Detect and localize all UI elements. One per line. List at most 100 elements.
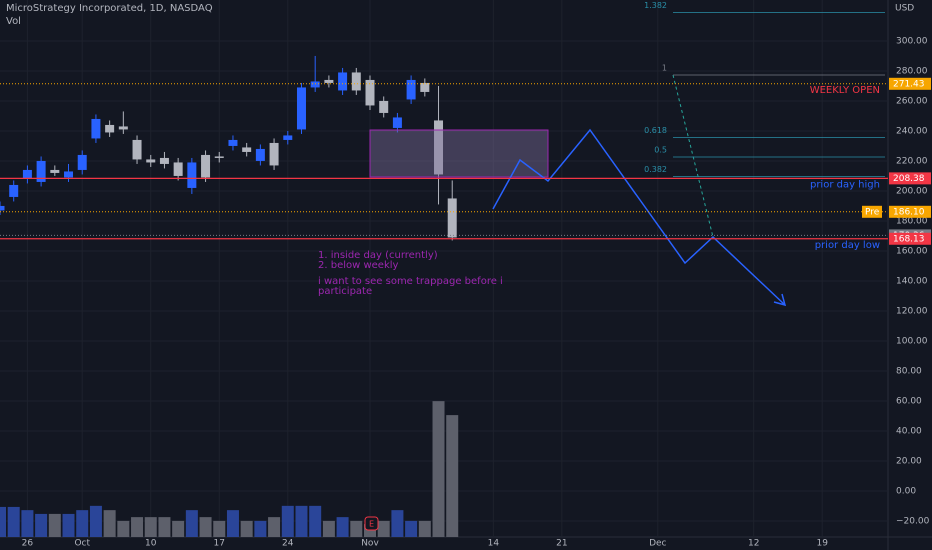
candle-body [0, 205, 5, 211]
candle-body [310, 81, 320, 88]
price-tag [889, 232, 931, 245]
candle-body [269, 142, 279, 166]
volume-bar [322, 520, 335, 537]
candle-body [201, 154, 211, 178]
volume-bar [35, 513, 48, 537]
candle-body [36, 160, 46, 182]
candle-body [77, 154, 87, 170]
y-tick-label: 60.00 [896, 396, 922, 406]
volume-bar [144, 517, 157, 537]
volume-bar [62, 513, 75, 537]
x-tick-label: 12 [748, 539, 759, 549]
volume-bar [281, 505, 294, 537]
y-tick-label: 140.00 [896, 276, 928, 286]
volume-bar [446, 415, 459, 537]
fib-label: 0.618 [644, 126, 667, 135]
volume-bar [103, 510, 116, 537]
fib-trend [672, 74, 714, 238]
y-tick-label: 0.00 [896, 486, 916, 496]
level-note: prior day low [815, 240, 880, 251]
candle-body [9, 184, 19, 197]
y-tick-label: 200.00 [896, 186, 928, 196]
candle-body [173, 162, 183, 176]
candle-body [434, 120, 444, 175]
candle-body [118, 126, 128, 130]
candle-body [324, 79, 334, 83]
candle-body [50, 169, 60, 173]
y-tick-label: 180.00 [896, 216, 928, 226]
volume-bar [405, 520, 418, 537]
x-tick-label: 26 [22, 539, 34, 549]
price-tag [889, 172, 931, 185]
y-tick-label: 220.00 [896, 156, 928, 166]
y-tick-label: 300.00 [896, 36, 928, 46]
volume-bar [185, 510, 198, 537]
volume-bar [89, 505, 102, 537]
candle-body [392, 117, 402, 128]
volume-bar [226, 510, 239, 537]
volume-bar [254, 520, 267, 537]
x-tick-label: 10 [145, 539, 157, 549]
note: 1. inside day (currently) [318, 250, 438, 261]
note: 2. below weekly [318, 260, 399, 271]
projection-path [492, 128, 786, 306]
candle-body [187, 162, 197, 188]
fib-label: 1 [662, 64, 667, 73]
candle-body [132, 139, 142, 160]
candle-body [255, 148, 265, 161]
price-tag-label: 271.43 [893, 79, 925, 89]
earnings-marker: E [369, 520, 374, 529]
price-tag [889, 205, 931, 218]
fib-label: 0.382 [644, 165, 667, 174]
currency: USD [895, 4, 914, 14]
volume-bar [377, 520, 390, 537]
pre-tag-label: Pre [865, 207, 880, 217]
candle-body [420, 82, 430, 92]
y-tick-label: 240.00 [896, 126, 928, 136]
volume-bar [21, 510, 34, 537]
y-tick-label: 260.00 [896, 96, 928, 106]
y-tick-label: 120.00 [896, 306, 928, 316]
price-tag-label: 208.38 [893, 174, 925, 184]
candle-body [91, 118, 101, 139]
candle-body [159, 157, 169, 164]
candle-body [146, 159, 156, 163]
fib-label: 1.382 [644, 1, 667, 10]
y-tick-label: 20.00 [896, 456, 922, 466]
volume-bar [199, 517, 212, 537]
candle-body [365, 79, 375, 106]
y-tick-label: 160.00 [896, 246, 928, 256]
volume-bar [432, 401, 445, 537]
note: i want to see some trappage before i [318, 276, 503, 287]
volume-bar [0, 506, 6, 537]
x-tick-label: Dec [649, 539, 666, 549]
volume-bar [213, 520, 226, 537]
candle-body [296, 87, 306, 130]
candle-body [22, 169, 32, 179]
zone-box [369, 129, 549, 178]
x-tick-label: Oct [74, 539, 90, 549]
candle-body [64, 171, 74, 178]
volume-bar [350, 520, 363, 537]
volume-bar [240, 520, 253, 537]
level-note: prior day high [810, 179, 880, 190]
candle-body [379, 100, 389, 113]
candle-body [338, 72, 348, 91]
earnings-icon [364, 516, 379, 531]
x-tick-label: 14 [488, 539, 500, 549]
projection-arrow [773, 293, 787, 307]
price-tag [889, 77, 931, 90]
volume-bar [336, 517, 349, 537]
y-tick-label: 280.00 [896, 66, 928, 76]
level-note: WEEKLY OPEN [810, 85, 880, 96]
volume-bar [391, 510, 404, 537]
volume-bar [295, 505, 308, 537]
candle-body [406, 79, 416, 100]
candle-body [105, 124, 115, 133]
volume-label: Vol [6, 16, 21, 27]
volume-bar [309, 505, 322, 537]
candle-body [214, 156, 224, 158]
volume-bar [268, 517, 281, 537]
